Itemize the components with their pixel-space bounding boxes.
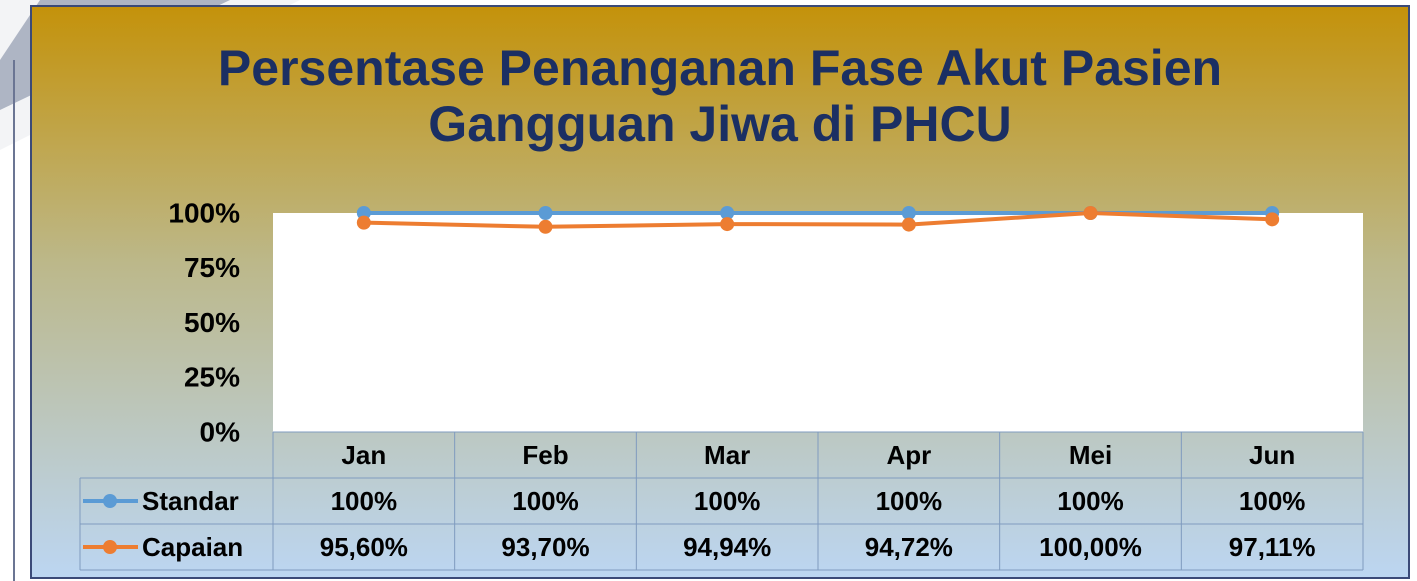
point <box>538 219 553 234</box>
point <box>1083 206 1098 220</box>
table-value: 97,11% <box>1229 532 1316 562</box>
table-value: 100% <box>1239 486 1306 516</box>
plot-area <box>273 213 1363 432</box>
legend-marker <box>103 540 117 554</box>
y-tick-label: 100% <box>168 197 240 228</box>
x-tick-label: Mar <box>704 440 750 470</box>
series-line <box>363 210 1273 229</box>
chart-title: Persentase Penanganan Fase Akut Pasien G… <box>217 40 1223 152</box>
table-value: 100% <box>694 486 761 516</box>
point <box>720 217 735 232</box>
x-tick-label: Mei <box>1069 440 1112 470</box>
table-value: 95,60% <box>320 532 408 562</box>
y-tick-label: 0% <box>200 416 241 447</box>
legend-marker <box>103 494 117 508</box>
table-value: 93,70% <box>501 532 589 562</box>
point <box>538 206 553 220</box>
x-tick-label: Jan <box>341 440 386 470</box>
x-tick-label: Jun <box>1249 440 1295 470</box>
x-tick-label: Apr <box>886 440 931 470</box>
y-tick-label: 50% <box>184 307 240 338</box>
table-value: 100% <box>331 486 398 516</box>
table-value: 94,72% <box>865 532 953 562</box>
legend-label: Standar <box>142 486 239 516</box>
point <box>356 215 371 230</box>
point <box>356 206 371 220</box>
table-value: 100% <box>1057 486 1124 516</box>
point <box>901 217 916 232</box>
table-value: 100,00% <box>1039 532 1142 562</box>
point <box>720 206 735 220</box>
table-value: 100% <box>876 486 943 516</box>
point <box>901 206 916 220</box>
y-tick-label: 25% <box>184 362 240 393</box>
legend-label: Capaian <box>142 532 243 562</box>
table-value: 94,94% <box>683 532 771 562</box>
x-tick-label: Feb <box>522 440 568 470</box>
point <box>1265 212 1280 227</box>
table-value: 100% <box>512 486 579 516</box>
y-tick-label: 75% <box>184 252 240 283</box>
